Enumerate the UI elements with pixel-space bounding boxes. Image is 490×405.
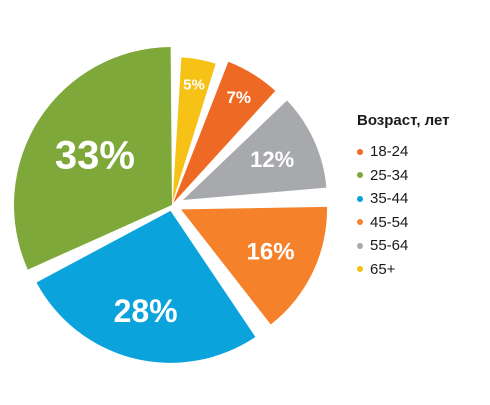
pie-slice-18-24 [173, 61, 276, 204]
pie-slice-65-plus [172, 57, 216, 203]
legend-marker [357, 148, 363, 155]
legend-label: 65+ [370, 260, 396, 278]
slice-label-35-44: 28% [114, 293, 178, 329]
legend-label: 55-64 [370, 237, 409, 255]
slice-label-45-54: 16% [247, 239, 295, 266]
legend-marker [357, 195, 363, 202]
legend-label: 18-24 [370, 143, 409, 161]
legend-label: 45-54 [370, 213, 409, 231]
legend-label: 35-44 [370, 190, 409, 208]
legend-marker [357, 172, 363, 179]
slice-label-65-plus: 5% [183, 77, 205, 94]
slice-label-18-24: 7% [226, 88, 251, 107]
legend-marker [357, 266, 363, 273]
legend-item-35-44: 35-44 [357, 187, 487, 211]
legend-marker [357, 219, 363, 226]
pie-slice-45-54 [181, 206, 328, 325]
legend-title: Возраст, лет [357, 112, 450, 129]
legend: Возраст, лет 18-24 25-34 35-44 45-54 55-… [357, 112, 487, 281]
slice-label-25-34: 33% [55, 134, 135, 178]
slice-label-55-64: 12% [250, 147, 294, 172]
legend-item-65-plus: 65+ [357, 258, 487, 282]
legend-item-45-54: 45-54 [357, 211, 487, 235]
legend-marker [357, 242, 363, 249]
legend-item-25-34: 25-34 [357, 164, 487, 188]
pie-slice-35-44 [36, 210, 256, 363]
legend-item-55-64: 55-64 [357, 234, 487, 258]
legend-item-18-24: 18-24 [357, 140, 487, 164]
legend-label: 25-34 [370, 166, 409, 184]
legend-list: 18-24 25-34 35-44 45-54 55-64 65+ [357, 140, 487, 281]
pie-slice-25-34 [14, 47, 172, 270]
pie-slice-55-64 [182, 100, 327, 201]
